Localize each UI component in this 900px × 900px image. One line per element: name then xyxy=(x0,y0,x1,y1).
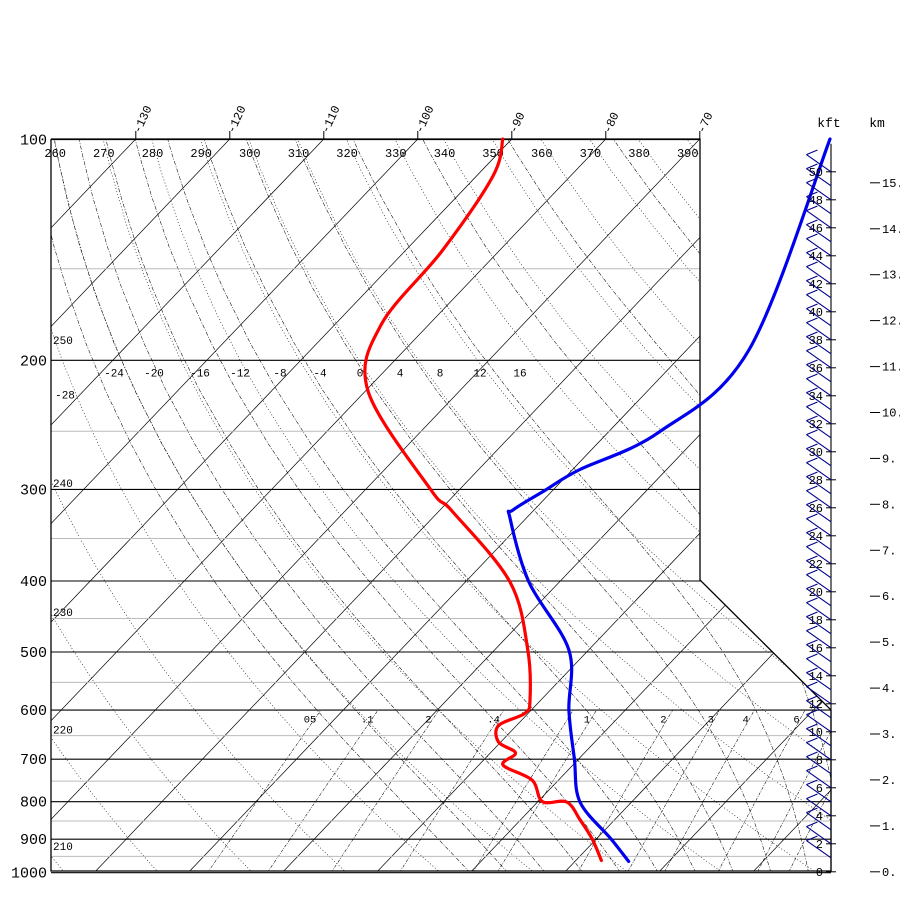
svg-text:48: 48 xyxy=(809,194,823,208)
svg-text:310: 310 xyxy=(288,147,310,161)
svg-text:14: 14 xyxy=(809,670,823,684)
svg-text:10: 10 xyxy=(809,726,823,740)
svg-text:1: 1 xyxy=(584,715,590,727)
svg-text:8.: 8. xyxy=(882,498,896,512)
svg-text:6.: 6. xyxy=(882,590,896,604)
svg-text:kft: kft xyxy=(817,116,840,131)
svg-text:24: 24 xyxy=(809,530,823,544)
svg-text:370: 370 xyxy=(580,147,602,161)
svg-text:44: 44 xyxy=(809,250,823,264)
svg-text:1000: 1000 xyxy=(11,866,47,883)
svg-text:900: 900 xyxy=(20,832,47,849)
svg-text:30: 30 xyxy=(809,446,823,460)
svg-text:300: 300 xyxy=(239,147,261,161)
svg-text:km: km xyxy=(869,116,885,131)
svg-text:3: 3 xyxy=(708,715,714,727)
svg-text:280: 280 xyxy=(142,147,164,161)
svg-text:200: 200 xyxy=(20,353,47,370)
svg-text:12: 12 xyxy=(473,368,486,380)
svg-text:9.: 9. xyxy=(882,452,896,466)
svg-text:300: 300 xyxy=(20,482,47,499)
svg-text:-12: -12 xyxy=(230,368,250,380)
svg-text:20: 20 xyxy=(809,586,823,600)
svg-text:50: 50 xyxy=(809,166,823,180)
svg-text:42: 42 xyxy=(809,278,823,292)
svg-text:-4: -4 xyxy=(313,368,327,380)
svg-text:1.: 1. xyxy=(882,820,896,834)
svg-text:38: 38 xyxy=(809,334,823,348)
svg-text:100: 100 xyxy=(20,133,47,150)
svg-text:2: 2 xyxy=(660,715,666,727)
svg-text:220: 220 xyxy=(53,726,73,738)
svg-text:28: 28 xyxy=(809,474,823,488)
svg-text:0.: 0. xyxy=(882,866,896,880)
svg-text:15.: 15. xyxy=(882,177,900,191)
svg-text:210: 210 xyxy=(53,842,73,854)
svg-text:290: 290 xyxy=(190,147,212,161)
svg-text:18: 18 xyxy=(809,614,823,628)
svg-text:270: 270 xyxy=(93,147,115,161)
svg-text:12: 12 xyxy=(809,698,823,712)
svg-text:5.: 5. xyxy=(882,636,896,650)
svg-text:14.: 14. xyxy=(882,223,900,237)
svg-text:240: 240 xyxy=(53,479,73,491)
svg-text:800: 800 xyxy=(20,795,47,812)
svg-text:05: 05 xyxy=(304,715,317,727)
svg-text:260: 260 xyxy=(44,147,66,161)
svg-text:32: 32 xyxy=(809,418,823,432)
svg-text:320: 320 xyxy=(336,147,358,161)
svg-text:390: 390 xyxy=(677,147,699,161)
svg-text:0: 0 xyxy=(816,866,823,880)
svg-text:-8: -8 xyxy=(273,368,286,380)
svg-text:10.: 10. xyxy=(882,407,900,421)
svg-text:4: 4 xyxy=(742,715,748,727)
svg-text:7.: 7. xyxy=(882,544,896,558)
svg-text:380: 380 xyxy=(628,147,650,161)
svg-text:3.: 3. xyxy=(882,728,896,742)
svg-text:-16: -16 xyxy=(190,368,210,380)
svg-text:13.: 13. xyxy=(882,269,900,283)
svg-text:36: 36 xyxy=(809,362,823,376)
svg-text:26: 26 xyxy=(809,502,823,516)
svg-text:-28: -28 xyxy=(55,390,75,402)
svg-text:2.: 2. xyxy=(882,774,896,788)
svg-text:250: 250 xyxy=(53,336,73,348)
svg-text:500: 500 xyxy=(20,645,47,662)
svg-text:16: 16 xyxy=(809,642,823,656)
svg-text:6: 6 xyxy=(793,715,799,727)
svg-text:4: 4 xyxy=(397,368,404,380)
svg-text:2: 2 xyxy=(425,715,431,727)
svg-text:8: 8 xyxy=(437,368,444,380)
svg-text:330: 330 xyxy=(385,147,407,161)
svg-text:700: 700 xyxy=(20,752,47,769)
svg-text:-24: -24 xyxy=(104,368,124,380)
svg-text:600: 600 xyxy=(20,703,47,720)
svg-text:12.: 12. xyxy=(882,315,900,329)
svg-text:16: 16 xyxy=(513,368,526,380)
svg-text:360: 360 xyxy=(531,147,553,161)
svg-text:.1: .1 xyxy=(361,715,374,727)
svg-text:340: 340 xyxy=(434,147,456,161)
svg-text:4.: 4. xyxy=(882,682,896,696)
svg-text:230: 230 xyxy=(53,608,73,620)
svg-text:40: 40 xyxy=(809,306,823,320)
svg-text:22: 22 xyxy=(809,558,823,572)
svg-text:400: 400 xyxy=(20,574,47,591)
svg-text:-20: -20 xyxy=(144,368,164,380)
svg-text:0: 0 xyxy=(357,368,364,380)
svg-text:11.: 11. xyxy=(882,361,900,375)
svg-text:34: 34 xyxy=(809,390,823,404)
svg-text:46: 46 xyxy=(809,222,823,236)
